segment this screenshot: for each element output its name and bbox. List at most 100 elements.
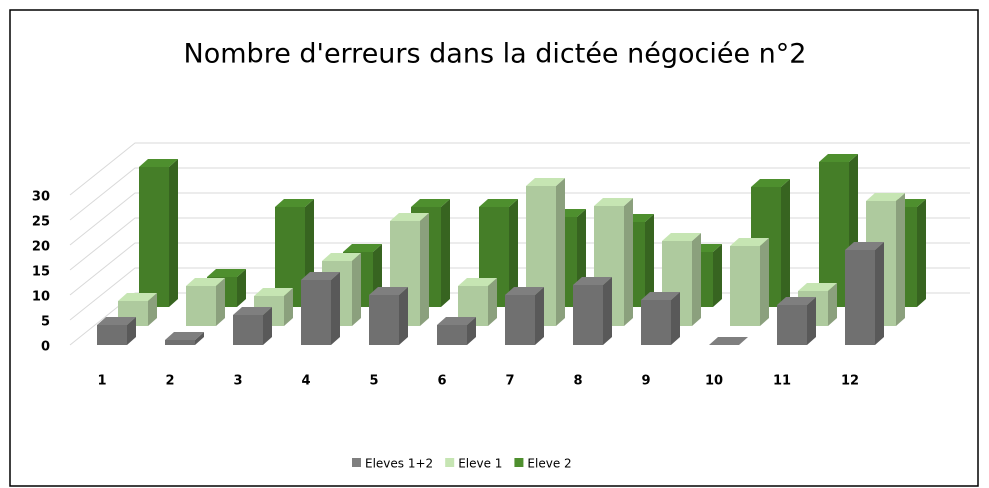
bar xyxy=(233,307,272,345)
bar xyxy=(458,278,497,326)
bar-side xyxy=(671,292,680,345)
bar-side xyxy=(645,214,654,307)
bar-side xyxy=(169,159,178,307)
bar xyxy=(505,287,544,345)
x-tick-label: 7 xyxy=(505,374,514,389)
bar-top xyxy=(369,287,408,295)
bar xyxy=(777,297,816,345)
bar-side xyxy=(556,178,565,326)
x-tick-label: 11 xyxy=(773,374,791,389)
bar xyxy=(118,293,157,326)
bar-top xyxy=(233,307,272,315)
bar xyxy=(730,238,769,326)
bar-front xyxy=(777,305,807,345)
x-tick-label: 8 xyxy=(573,374,582,389)
grid-line xyxy=(69,192,970,246)
bar-side xyxy=(420,213,429,326)
bar-top xyxy=(751,179,790,187)
bar-top xyxy=(186,278,225,286)
bar-top xyxy=(845,242,884,250)
x-tick-label: 9 xyxy=(641,374,650,389)
grid-line xyxy=(69,142,970,196)
y-tick-label: 20 xyxy=(32,240,50,255)
bar-top xyxy=(322,253,361,261)
bar-front xyxy=(819,162,849,307)
bar-side xyxy=(399,287,408,345)
bar-side xyxy=(713,244,722,307)
bar-top xyxy=(798,283,837,291)
bar-top xyxy=(505,287,544,295)
x-tick-label: 6 xyxy=(437,374,446,389)
y-tick-label: 5 xyxy=(41,315,50,330)
bar xyxy=(165,332,204,345)
legend-swatch xyxy=(514,458,524,467)
bar-top xyxy=(819,154,858,162)
bar-top xyxy=(343,244,382,252)
legend-label: Eleves 1+2 xyxy=(365,457,433,471)
bar-side xyxy=(263,307,272,345)
bar-front xyxy=(165,340,195,345)
bar-side xyxy=(760,238,769,326)
y-tick-label: 10 xyxy=(32,290,50,305)
bar-top xyxy=(390,213,429,221)
x-tick-label: 10 xyxy=(705,374,723,389)
bar xyxy=(369,287,408,345)
grid-line xyxy=(69,217,970,271)
bar-side xyxy=(828,283,837,326)
bar-side xyxy=(216,278,225,326)
bar-side xyxy=(237,269,246,307)
bar xyxy=(641,292,680,345)
bar-front xyxy=(186,286,216,326)
bar-top xyxy=(165,332,204,340)
bar-top xyxy=(254,288,293,296)
bar-top xyxy=(118,293,157,301)
x-tick-label: 3 xyxy=(233,374,242,389)
y-tick-label: 15 xyxy=(32,265,50,280)
bar xyxy=(845,242,884,345)
bar-side xyxy=(917,199,926,307)
bar-front xyxy=(97,325,127,345)
legend-swatch xyxy=(352,458,361,467)
bar-top xyxy=(458,278,497,286)
bar-top xyxy=(479,199,518,207)
bar-top xyxy=(641,292,680,300)
x-tick-label: 4 xyxy=(301,374,310,389)
bar-top xyxy=(866,193,905,201)
bar-top xyxy=(573,277,612,285)
legend-label: Eleve 1 xyxy=(458,457,502,471)
bar-top xyxy=(594,198,633,206)
bar xyxy=(139,159,178,307)
bar-top xyxy=(207,269,246,277)
bar-front xyxy=(730,246,760,326)
bar-top xyxy=(709,337,748,345)
bar-top xyxy=(777,297,816,305)
bar-side xyxy=(148,293,157,326)
legend-swatch xyxy=(445,458,455,467)
bar-side xyxy=(781,179,790,307)
bar-top xyxy=(662,233,701,241)
bar-side xyxy=(875,242,884,345)
bar-front xyxy=(505,295,535,345)
bar-top xyxy=(411,199,450,207)
bar-side xyxy=(441,199,450,307)
x-tick-label: 5 xyxy=(369,374,378,389)
bar-front xyxy=(369,295,399,345)
bar xyxy=(97,317,136,345)
bar-front xyxy=(437,325,467,345)
bar-front xyxy=(139,167,169,307)
bar-side xyxy=(352,253,361,326)
bar-front xyxy=(641,300,671,345)
x-tick-label: 2 xyxy=(165,374,174,389)
x-tick-label: 1 xyxy=(97,374,106,389)
grid-line xyxy=(69,167,970,221)
bar-side xyxy=(535,287,544,345)
bar-top xyxy=(437,317,476,325)
bar-top xyxy=(526,178,565,186)
bar xyxy=(186,278,225,326)
bar-side xyxy=(488,278,497,326)
bar xyxy=(709,337,748,345)
bar-top xyxy=(301,272,340,280)
bar-top xyxy=(730,238,769,246)
bar xyxy=(301,272,340,345)
bar-side xyxy=(195,332,204,345)
